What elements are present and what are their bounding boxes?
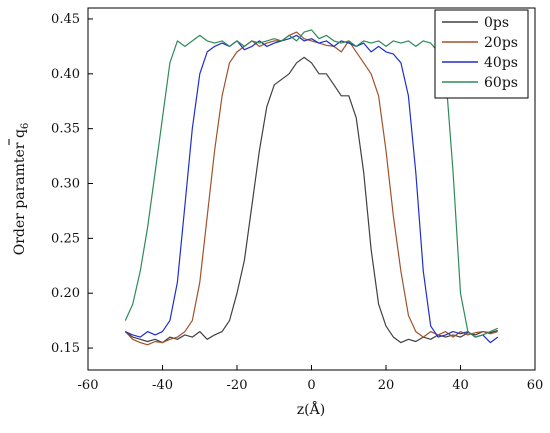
x-tick-label: -20 bbox=[227, 378, 248, 393]
y-tick-label: 0.25 bbox=[51, 231, 80, 246]
y-tick-label: 0.40 bbox=[51, 67, 80, 82]
x-axis-ticks: -60 -40 -20 0 20 40 60 bbox=[78, 365, 544, 393]
x-tick-label: 0 bbox=[307, 378, 315, 393]
y-axis-label: Order paramter q6 bbox=[12, 123, 31, 256]
y-tick-label: 0.15 bbox=[51, 341, 80, 356]
y-axis-ticks: 0.15 0.20 0.25 0.30 0.35 0.40 0.45 bbox=[51, 12, 93, 356]
legend-label: 20ps bbox=[484, 35, 518, 51]
y-tick-label: 0.20 bbox=[51, 286, 80, 301]
x-tick-label: 20 bbox=[378, 378, 395, 393]
legend-label: 0ps bbox=[484, 15, 509, 31]
series-line-0ps bbox=[124, 56, 498, 344]
x-tick-label: 40 bbox=[452, 378, 469, 393]
legend-label: 60ps bbox=[484, 75, 518, 91]
legend: 0ps 20ps 40ps 60ps bbox=[434, 9, 529, 99]
y-tick-label: 0.35 bbox=[51, 122, 80, 137]
legend-label: 40ps bbox=[484, 55, 518, 71]
x-tick-label: 60 bbox=[527, 378, 544, 393]
legend-box bbox=[434, 9, 529, 99]
y-tick-label: 0.30 bbox=[51, 177, 80, 192]
x-tick-label: -60 bbox=[78, 378, 99, 393]
x-tick-label: -40 bbox=[152, 378, 173, 393]
y-tick-label: 0.45 bbox=[51, 12, 80, 27]
series-line-40ps bbox=[125, 34, 499, 344]
x-axis-label: z(Å) bbox=[297, 400, 325, 418]
